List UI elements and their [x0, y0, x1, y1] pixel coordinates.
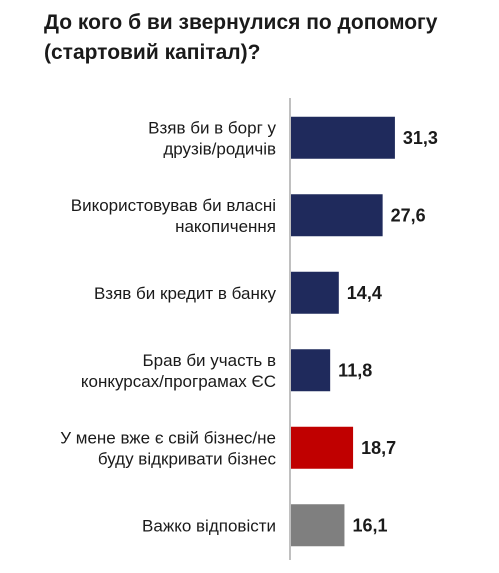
value-label-5: 16,1 [352, 515, 387, 535]
bar-5 [291, 504, 345, 547]
category-label-4-line-1: буду відкривати бізнес [98, 449, 277, 468]
bar-0 [291, 116, 395, 159]
category-label-0-line-1: друзів/родичів [163, 139, 276, 158]
category-label-5-line-0: Важко відповісти [142, 516, 276, 535]
value-label-3: 11,8 [338, 360, 372, 380]
bar-1 [291, 194, 383, 237]
category-label-4-line-0: У мене вже є свій бізнес/не [60, 428, 276, 447]
value-label-0: 31,3 [403, 128, 438, 148]
value-label-4: 18,7 [361, 438, 396, 458]
bar-3 [291, 349, 331, 392]
category-label-2-line-0: Взяв би кредит в банку [94, 284, 277, 303]
category-label-3-line-1: конкурсах/програмах ЄС [81, 372, 276, 391]
category-label-0-line-0: Взяв би в борг у [148, 118, 276, 137]
value-label-2: 14,4 [347, 283, 382, 303]
chart-title: До кого б ви звернулися по допомогу (ста… [44, 11, 438, 64]
bar-4 [291, 426, 354, 469]
bar-2 [291, 271, 339, 314]
category-label-1-line-0: Використовував би власні [71, 196, 276, 215]
category-label-3-line-0: Брав би участь в [143, 351, 277, 370]
category-label-1-line-1: накопичення [175, 217, 276, 236]
value-label-1: 27,6 [391, 205, 426, 225]
